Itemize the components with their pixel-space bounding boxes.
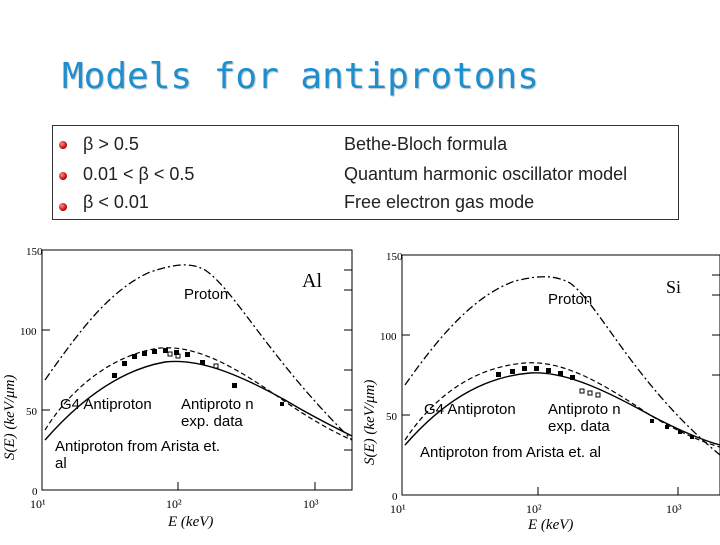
left-ytick-150: 150 (26, 246, 43, 258)
right-proton-label: Proton (548, 291, 593, 308)
left-arista-label: Antiproton from Arista et. al (55, 438, 221, 472)
left-ytick-0: 0 (32, 486, 38, 498)
bullet-icon (59, 203, 67, 211)
left-material-label: Al (302, 270, 322, 292)
model-range-2: 0.01 < β < 0.5 (83, 164, 195, 184)
left-ytick-100: 100 (20, 326, 37, 338)
bullet-icon (59, 141, 67, 149)
left-data-points (112, 348, 284, 406)
right-ytick-50: 50 (386, 411, 398, 423)
right-arista-label: Antiproton from Arista et. al (420, 444, 601, 461)
left-stopping-power-plot: 150 100 50 0 10¹ 10² 10³ E (keV) Al S(E)… (0, 240, 360, 540)
right-open-points (579, 388, 601, 398)
right-ylabel: S(E) (keV/μm) (362, 380, 378, 465)
left-xtick-1: 10¹ (30, 497, 46, 511)
right-plot-svg: 150 100 50 0 10¹ 10² 10³ E (keV) Si S(E)… (362, 251, 720, 533)
model-name-3: Free electron gas mode (344, 192, 535, 212)
left-plot-svg: 150 100 50 0 10¹ 10² 10³ E (keV) Al S(E)… (2, 246, 353, 530)
right-xtick-3: 10³ (666, 502, 682, 516)
left-ylabel: S(E) (keV/μm) (2, 375, 18, 460)
right-g4-label: G4 Antiproton (424, 401, 516, 418)
right-ytick-0: 0 (392, 491, 398, 503)
model-name-2: Quantum harmonic oscillator model (344, 164, 628, 184)
left-arista-curve (44, 347, 353, 441)
models-box: β > 0.5 Bethe-Bloch formula 0.01 < β < 0… (52, 125, 679, 220)
right-ticks (402, 274, 720, 495)
right-stopping-power-plot: 150 100 50 0 10¹ 10² 10³ E (keV) Si S(E)… (360, 245, 720, 540)
slide-title: Models for antiprotons (62, 56, 539, 97)
right-ytick-150: 150 (386, 251, 403, 263)
right-xtick-1: 10¹ (390, 502, 406, 516)
left-xlabel: E (keV) (167, 514, 213, 530)
left-open-points (167, 351, 219, 369)
right-exp-label: Antiproto n exp. data (548, 401, 621, 435)
left-xtick-3: 10³ (303, 497, 319, 511)
left-ytick-50: 50 (26, 406, 38, 418)
left-xtick-2: 10² (166, 497, 182, 511)
left-exp-label: Antiproto n exp. data (181, 396, 254, 430)
left-proton-curve (44, 264, 353, 441)
left-g4-label: G4 Antiproton (60, 396, 152, 413)
right-xtick-2: 10² (526, 502, 542, 516)
bullet-icon (59, 172, 67, 180)
model-range-1: β > 0.5 (83, 134, 139, 154)
right-data-points (496, 366, 694, 439)
model-range-3: β < 0.01 (83, 192, 149, 212)
left-ticks (42, 269, 352, 490)
right-material-label: Si (666, 277, 681, 297)
right-plot-frame (401, 254, 720, 496)
model-name-1: Bethe-Bloch formula (344, 134, 508, 154)
right-proton-curve (404, 276, 720, 456)
left-proton-label: Proton (184, 286, 229, 303)
right-xlabel: E (keV) (527, 517, 573, 533)
right-ytick-100: 100 (380, 331, 397, 343)
